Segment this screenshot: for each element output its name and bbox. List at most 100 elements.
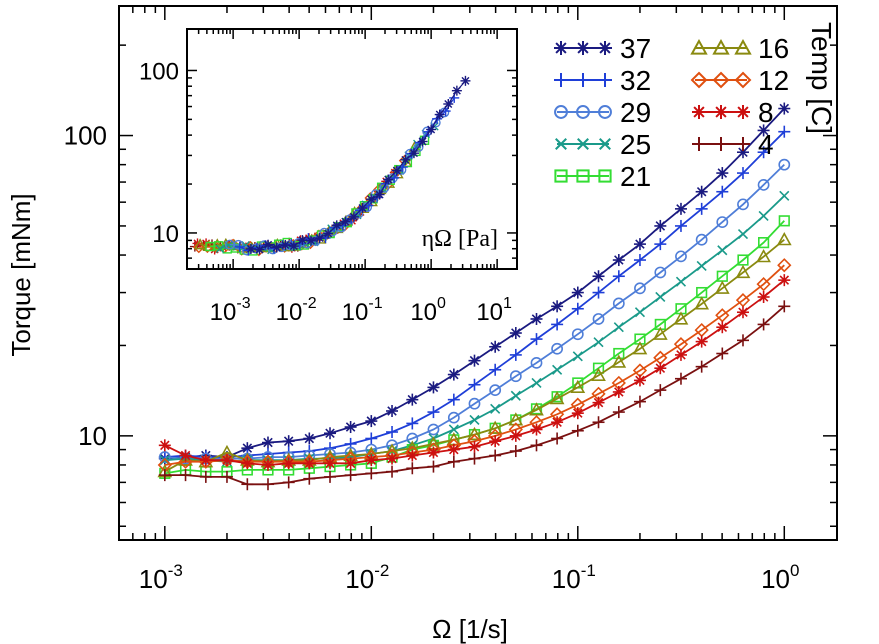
- data-point-29: [675, 250, 687, 263]
- data-point-25: [490, 403, 501, 414]
- inset-data-point-37: [451, 85, 462, 96]
- data-point-32: [530, 333, 543, 346]
- inset-data-point-37: [331, 220, 342, 231]
- legend-marker-25: [555, 138, 567, 150]
- y-axis-label: Torque [mNm]: [6, 193, 36, 356]
- data-point-8: [344, 457, 357, 470]
- inset-data-point-37: [348, 211, 359, 222]
- data-point-4: [633, 395, 646, 408]
- inset-data-point-16: [193, 238, 207, 250]
- legend-marker-8: [736, 105, 750, 119]
- legend-label-29: 29: [620, 97, 651, 128]
- legend-marker-37: [554, 41, 568, 55]
- data-point-37: [633, 238, 646, 251]
- legend-marker-32: [598, 73, 612, 87]
- data-point-37: [571, 286, 584, 299]
- x-tick-label: 10-2: [345, 561, 389, 594]
- inset-x-tick-label: 10-1: [342, 295, 383, 326]
- data-point-29: [530, 356, 543, 369]
- data-point-37: [324, 427, 337, 440]
- data-point-8: [695, 335, 708, 348]
- main-axis-ticks: 10-3 10-2 10-1 100 10 100: [64, 6, 837, 594]
- data-point-8: [736, 306, 749, 319]
- data-point-25: [159, 455, 170, 466]
- data-point-29: [489, 384, 502, 397]
- data-point-29: [695, 233, 708, 246]
- data-point-37: [365, 415, 378, 428]
- y-tick-label: 100: [64, 121, 107, 151]
- y-tick-label: 10: [78, 421, 107, 451]
- data-point-8: [220, 454, 233, 467]
- data-point-37: [427, 381, 440, 394]
- data-point-4: [674, 372, 687, 385]
- data-point-12: [777, 258, 792, 273]
- inset-x-tick-label: 10-2: [276, 295, 317, 326]
- data-point-12: [756, 277, 771, 292]
- data-point-21: [758, 237, 770, 249]
- legend-marker-29: [576, 105, 590, 119]
- data-point-4: [468, 452, 481, 465]
- data-point-32: [406, 417, 419, 430]
- data-point-25: [737, 228, 749, 240]
- inset-data-point-37: [280, 239, 291, 250]
- data-point-29: [509, 370, 522, 383]
- inset-x-axis-label: ηΩ [Pa]: [422, 226, 498, 252]
- data-point-21: [778, 215, 790, 227]
- inset-data-point-37: [400, 154, 411, 165]
- data-point-37: [551, 300, 564, 313]
- data-point-8: [303, 457, 316, 470]
- inset-data-point-37: [357, 203, 368, 214]
- legend-marker-29: [598, 105, 612, 119]
- data-point-16: [735, 264, 751, 279]
- data-point-29: [737, 198, 749, 211]
- data-point-32: [633, 254, 646, 267]
- data-point-8: [447, 443, 460, 456]
- data-point-29: [778, 158, 791, 171]
- data-point-8: [282, 457, 295, 470]
- legend-label-25: 25: [620, 129, 651, 160]
- data-point-8: [406, 449, 419, 462]
- data-point-37: [282, 435, 295, 448]
- data-point-37: [386, 404, 399, 417]
- legend-marker-8: [692, 105, 706, 119]
- data-point-37: [530, 312, 543, 325]
- data-point-16: [487, 420, 503, 434]
- inset-data-point-37: [314, 233, 325, 244]
- data-point-16: [632, 341, 648, 355]
- data-point-8: [530, 423, 543, 436]
- data-point-16: [549, 391, 565, 405]
- data-point-4: [241, 478, 254, 491]
- data-point-37: [489, 340, 502, 353]
- data-point-16: [714, 280, 730, 294]
- data-point-32: [736, 167, 749, 180]
- legend-label-37: 37: [620, 33, 651, 64]
- data-point-29: [551, 342, 564, 355]
- legend-label-8: 8: [758, 97, 774, 128]
- data-point-4: [716, 347, 729, 360]
- data-point-37: [695, 185, 708, 198]
- data-point-16: [652, 326, 668, 340]
- inset-y-tick-label: 100: [139, 58, 179, 85]
- data-point-32: [427, 406, 440, 419]
- data-point-25: [758, 210, 769, 221]
- x-axis-label: Ω [1/s]: [432, 614, 508, 644]
- data-point-29: [571, 328, 584, 341]
- legend-marker-32: [576, 73, 590, 87]
- legend-marker-37: [598, 41, 612, 55]
- data-point-8: [427, 446, 440, 459]
- data-point-4: [447, 455, 460, 468]
- data-point-32: [447, 393, 460, 406]
- inset-x-tick-label: 101: [476, 295, 512, 326]
- data-point-25: [531, 377, 542, 389]
- inset-data-point-37: [271, 242, 282, 253]
- data-point-8: [674, 348, 687, 361]
- data-point-16: [508, 412, 524, 426]
- data-point-29: [716, 216, 729, 228]
- data-point-37: [674, 202, 687, 215]
- legend-marker-21: [576, 169, 590, 183]
- data-point-32: [386, 426, 399, 439]
- data-point-16: [591, 367, 606, 381]
- data-point-4: [509, 445, 522, 458]
- inset-x-tick-label: 10-3: [210, 295, 251, 326]
- data-point-4: [282, 476, 295, 489]
